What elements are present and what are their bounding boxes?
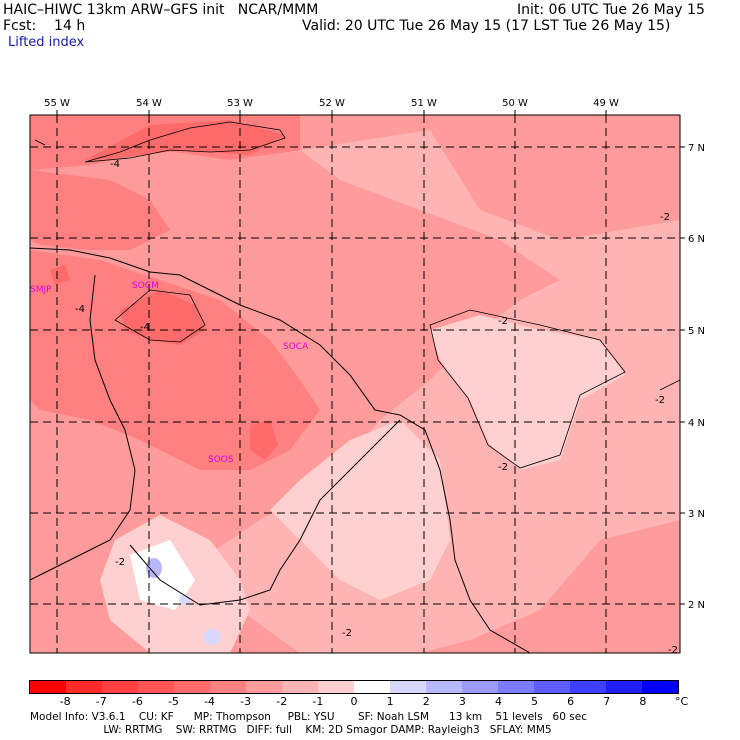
station-label: SMJP bbox=[30, 285, 52, 295]
colorbar-swatch bbox=[282, 681, 318, 693]
longitude-labels: 55 W 54 W 53 W 52 W 51 W 50 W 49 W bbox=[44, 98, 619, 109]
colorbar-swatch bbox=[30, 681, 66, 693]
station-label: SOOS bbox=[208, 455, 234, 465]
init-time: Init: 06 UTC Tue 26 May 15 bbox=[517, 2, 705, 18]
model-info-line1: Model Info: V3.6.1 CU: KF MP: Thompson P… bbox=[30, 711, 587, 723]
lon-label: 54 W bbox=[136, 98, 162, 109]
colorbar-tick-label: 4 bbox=[494, 695, 502, 708]
contour-labels: -4 -4 -4 -2 -2 -2 -2 -2 -2 -2 bbox=[75, 159, 678, 656]
lat-label: 4 N bbox=[688, 418, 705, 429]
lat-label: 3 N bbox=[688, 509, 705, 520]
contour-label: -2 bbox=[498, 316, 508, 327]
coastline-and-contours bbox=[30, 121, 680, 653]
lifted-index-field bbox=[30, 115, 680, 653]
colorbar-swatch bbox=[426, 681, 462, 693]
colorbar-swatch bbox=[606, 681, 642, 693]
colorbar-tick-label: -4 bbox=[204, 695, 216, 708]
latitude-labels: 7 N 6 N 5 N 4 N 3 N 2 N bbox=[688, 143, 705, 611]
colorbar-tick-label: -1 bbox=[312, 695, 324, 708]
colorbar-tick-label: 7 bbox=[603, 695, 611, 708]
lat-lon-grid bbox=[30, 115, 680, 653]
axis-ticks bbox=[56, 110, 685, 605]
station-label: SOCM bbox=[132, 281, 159, 291]
contour-label: -4 bbox=[75, 304, 85, 315]
colorbar-swatch bbox=[462, 681, 498, 693]
contour-label: -2 bbox=[668, 645, 678, 656]
colorbar-tick-label: 6 bbox=[567, 695, 575, 708]
colorbar-tick-label: -5 bbox=[167, 695, 179, 708]
lat-label: 7 N bbox=[688, 143, 705, 154]
colorbar bbox=[29, 680, 679, 694]
lon-label: 53 W bbox=[227, 98, 253, 109]
colorbar-swatch bbox=[246, 681, 282, 693]
colorbar-tick-label: -8 bbox=[59, 695, 71, 708]
colorbar-swatch bbox=[498, 681, 534, 693]
model-info-line2: LW: RRTMG SW: RRTMG DIFF: full KM: 2D Sm… bbox=[30, 724, 552, 736]
colorbar-swatch bbox=[354, 681, 390, 693]
lat-label: 6 N bbox=[688, 234, 705, 245]
lat-label: 2 N bbox=[688, 600, 705, 611]
colorbar-tick-label: 8 bbox=[639, 695, 647, 708]
lon-label: 49 W bbox=[593, 98, 619, 109]
colorbar-tick-label: 1 bbox=[386, 695, 394, 708]
lon-label: 55 W bbox=[44, 98, 70, 109]
colorbar-tick-label: -2 bbox=[276, 695, 288, 708]
contour-label: -2 bbox=[655, 395, 665, 406]
colorbar-tick-label: 5 bbox=[531, 695, 539, 708]
contour-label: -2 bbox=[342, 628, 352, 639]
colorbar-swatch bbox=[534, 681, 570, 693]
colorbar-swatch bbox=[210, 681, 246, 693]
colorbar-swatch bbox=[174, 681, 210, 693]
field-name: Lifted index bbox=[8, 35, 85, 50]
lon-label: 51 W bbox=[411, 98, 437, 109]
colorbar-swatch bbox=[390, 681, 426, 693]
lat-label: 5 N bbox=[688, 326, 705, 337]
colorbar-tick-label: -6 bbox=[131, 695, 143, 708]
lon-label: 52 W bbox=[319, 98, 345, 109]
contour-label: -2 bbox=[115, 557, 125, 568]
contour-label: -4 bbox=[110, 159, 120, 170]
model-title: HAIC–HIWC 13km ARW–GFS init NCAR/MMM bbox=[3, 2, 319, 18]
colorbar-tick-label: 3 bbox=[458, 695, 466, 708]
lon-label: 50 W bbox=[502, 98, 528, 109]
colorbar-swatch bbox=[138, 681, 174, 693]
colorbar-swatch bbox=[570, 681, 606, 693]
colorbar-swatch bbox=[66, 681, 102, 693]
colorbar-tick-label: -3 bbox=[240, 695, 252, 708]
contour-label: -2 bbox=[660, 212, 670, 223]
valid-time: Valid: 20 UTC Tue 26 May 15 (17 LST Tue … bbox=[302, 18, 671, 34]
colorbar-swatch bbox=[642, 681, 678, 693]
colorbar-tick-label: -7 bbox=[95, 695, 107, 708]
station-labels: SMJP SOCM SOCA SOOS bbox=[30, 281, 309, 465]
colorbar-unit: °C bbox=[675, 695, 689, 708]
contour-label: -2 bbox=[498, 462, 508, 473]
station-label: SOCA bbox=[283, 342, 309, 352]
colorbar-tick-label: 2 bbox=[422, 695, 430, 708]
plot-frame bbox=[29, 114, 681, 654]
forecast-hour: Fcst: 14 h bbox=[3, 18, 86, 34]
colorbar-swatch bbox=[102, 681, 138, 693]
contour-label: -4 bbox=[140, 322, 150, 333]
colorbar-tick-label: 0 bbox=[350, 695, 358, 708]
colorbar-swatch bbox=[318, 681, 354, 693]
